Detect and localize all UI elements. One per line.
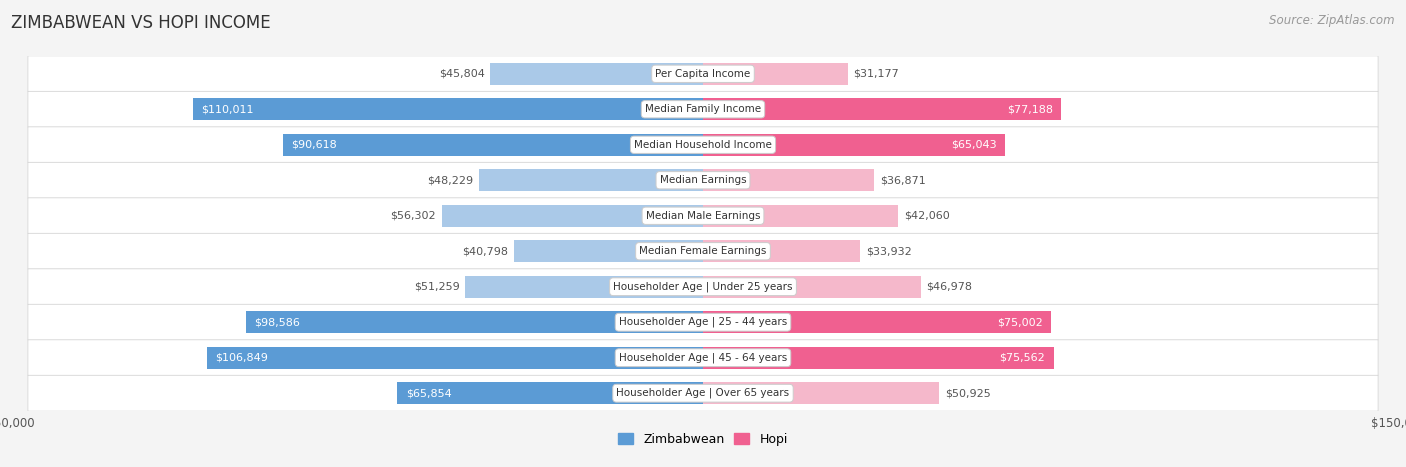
FancyBboxPatch shape bbox=[28, 56, 1378, 92]
Text: Householder Age | Over 65 years: Householder Age | Over 65 years bbox=[616, 388, 790, 398]
Text: $50,925: $50,925 bbox=[945, 388, 991, 398]
Bar bbox=[513, 240, 703, 262]
Text: $75,562: $75,562 bbox=[1000, 353, 1045, 363]
FancyBboxPatch shape bbox=[28, 375, 1378, 411]
Text: $106,849: $106,849 bbox=[215, 353, 269, 363]
Text: $42,060: $42,060 bbox=[904, 211, 949, 221]
Legend: Zimbabwean, Hopi: Zimbabwean, Hopi bbox=[613, 428, 793, 451]
Bar bbox=[703, 169, 875, 191]
Text: $98,586: $98,586 bbox=[254, 317, 299, 327]
FancyBboxPatch shape bbox=[28, 304, 1378, 340]
Text: Median Household Income: Median Household Income bbox=[634, 140, 772, 150]
Text: $40,798: $40,798 bbox=[463, 246, 508, 256]
Text: $77,188: $77,188 bbox=[1007, 104, 1053, 114]
Text: $45,804: $45,804 bbox=[439, 69, 485, 79]
Text: $51,259: $51,259 bbox=[413, 282, 460, 292]
Bar bbox=[193, 98, 703, 120]
Bar bbox=[703, 63, 848, 85]
Text: Median Male Earnings: Median Male Earnings bbox=[645, 211, 761, 221]
Bar bbox=[703, 276, 921, 298]
FancyBboxPatch shape bbox=[28, 234, 1378, 269]
Text: $75,002: $75,002 bbox=[997, 317, 1043, 327]
FancyBboxPatch shape bbox=[28, 269, 1378, 304]
Text: ZIMBABWEAN VS HOPI INCOME: ZIMBABWEAN VS HOPI INCOME bbox=[11, 14, 271, 32]
Bar bbox=[283, 134, 703, 156]
Bar bbox=[398, 382, 703, 404]
Text: $33,932: $33,932 bbox=[866, 246, 911, 256]
Bar bbox=[465, 276, 703, 298]
Bar bbox=[703, 98, 1062, 120]
Bar bbox=[479, 169, 703, 191]
Text: $46,978: $46,978 bbox=[927, 282, 973, 292]
Text: Householder Age | 45 - 64 years: Householder Age | 45 - 64 years bbox=[619, 353, 787, 363]
Text: $36,871: $36,871 bbox=[880, 175, 925, 185]
Text: Householder Age | 25 - 44 years: Householder Age | 25 - 44 years bbox=[619, 317, 787, 327]
Text: $48,229: $48,229 bbox=[427, 175, 474, 185]
FancyBboxPatch shape bbox=[28, 92, 1378, 127]
Bar bbox=[703, 240, 860, 262]
FancyBboxPatch shape bbox=[28, 163, 1378, 198]
Text: Median Female Earnings: Median Female Earnings bbox=[640, 246, 766, 256]
Bar bbox=[491, 63, 703, 85]
Bar bbox=[246, 311, 703, 333]
Bar bbox=[207, 347, 703, 369]
FancyBboxPatch shape bbox=[28, 340, 1378, 375]
Text: Median Earnings: Median Earnings bbox=[659, 175, 747, 185]
Bar bbox=[703, 311, 1052, 333]
FancyBboxPatch shape bbox=[28, 198, 1378, 234]
Text: $65,043: $65,043 bbox=[950, 140, 997, 150]
Bar bbox=[703, 347, 1053, 369]
Bar bbox=[703, 205, 898, 227]
Text: Householder Age | Under 25 years: Householder Age | Under 25 years bbox=[613, 282, 793, 292]
Text: Median Family Income: Median Family Income bbox=[645, 104, 761, 114]
Text: $90,618: $90,618 bbox=[291, 140, 336, 150]
Bar bbox=[703, 382, 939, 404]
FancyBboxPatch shape bbox=[28, 127, 1378, 163]
Text: Source: ZipAtlas.com: Source: ZipAtlas.com bbox=[1270, 14, 1395, 27]
Text: $56,302: $56,302 bbox=[391, 211, 436, 221]
Bar bbox=[441, 205, 703, 227]
Bar bbox=[703, 134, 1005, 156]
Text: $65,854: $65,854 bbox=[406, 388, 451, 398]
Text: Per Capita Income: Per Capita Income bbox=[655, 69, 751, 79]
Text: $31,177: $31,177 bbox=[853, 69, 898, 79]
Text: $110,011: $110,011 bbox=[201, 104, 253, 114]
